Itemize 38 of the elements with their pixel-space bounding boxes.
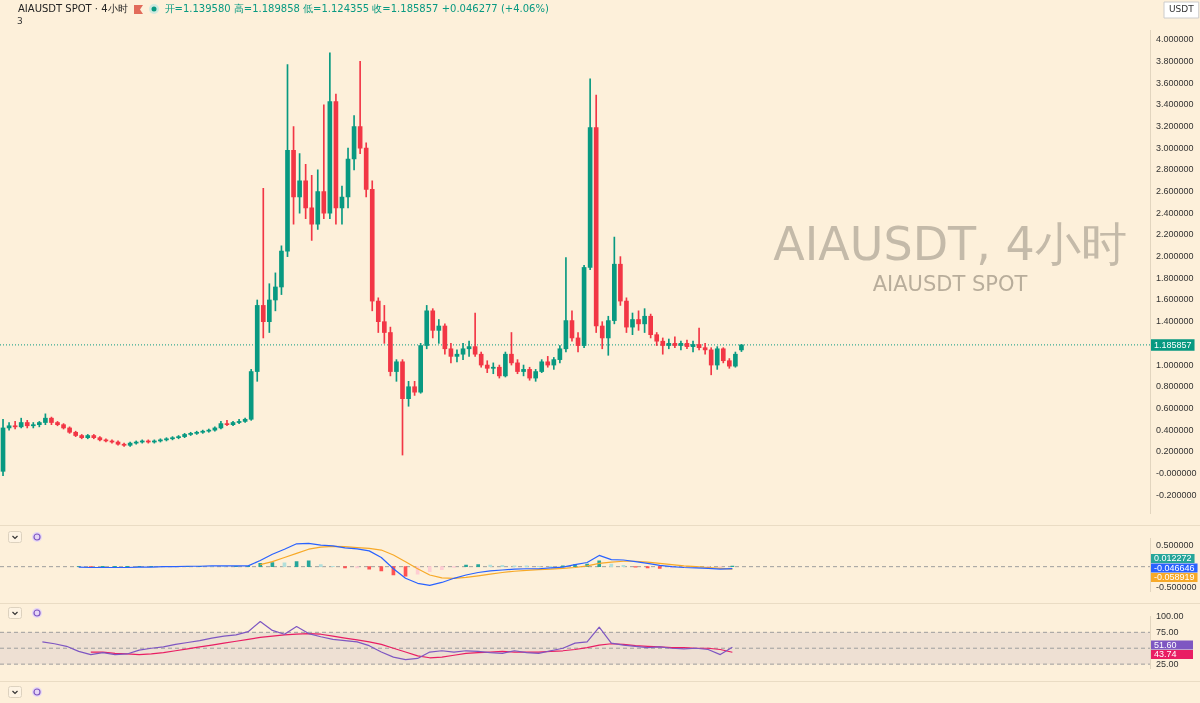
y-tick-label: 3.600000	[1156, 77, 1194, 88]
ref-line-label: 1.185857	[1154, 339, 1192, 350]
text: 43.74	[1154, 649, 1177, 660]
y-tick-label: 2.000000	[1156, 251, 1194, 262]
text: 3	[17, 16, 23, 27]
y-tick-label: 75.00	[1156, 626, 1179, 637]
y-tick-label: 0.400000	[1156, 424, 1194, 435]
y-tick-label: 1.400000	[1156, 316, 1194, 327]
y-tick-label: 2.600000	[1156, 186, 1194, 197]
chart-title: AIAUSDT SPOT · 4小时	[18, 2, 128, 16]
y-tick-label: 4.000000	[1156, 34, 1194, 45]
y-tick-label: 2.200000	[1156, 229, 1194, 240]
y-tick-label: 1.600000	[1156, 294, 1194, 305]
annotation: AIAUSDT SPOT	[872, 272, 1028, 297]
text: 51.60	[1154, 639, 1177, 650]
text: USDT	[1169, 4, 1195, 15]
y-tick-label: 0.200000	[1156, 446, 1194, 457]
y-tick-label: 3.000000	[1156, 142, 1194, 153]
y-tick-label: 0.600000	[1156, 402, 1194, 413]
y-tick-label: 100.00	[1156, 610, 1184, 621]
annotation: AIAUSDT, 4小时	[773, 216, 1127, 271]
y-tick-label: 1.000000	[1156, 359, 1194, 370]
y-tick-label: 3.200000	[1156, 120, 1194, 131]
y-tick-label: 3.400000	[1156, 99, 1194, 110]
y-tick-label: 0.800000	[1156, 381, 1194, 392]
text: -0.046646	[1154, 562, 1195, 573]
y-tick-label: 0.500000	[1156, 540, 1194, 551]
text: 0.012272	[1154, 553, 1192, 564]
y-tick-label: 1.800000	[1156, 272, 1194, 283]
y-tick-label: -0.500000	[1156, 581, 1197, 592]
chart-subtitle: 开=1.139580 高=1.189858 低=1.124355 收=1.185857 +0.046277 (+4.06%)	[164, 2, 549, 16]
y-tick-label: -0.000000	[1156, 467, 1197, 478]
y-tick-label: 2.800000	[1156, 164, 1194, 175]
text: -0.058919	[1154, 572, 1195, 583]
y-tick-label: 2.400000	[1156, 207, 1194, 218]
y-tick-label: -0.200000	[1156, 489, 1197, 500]
y-tick-label: 3.800000	[1156, 55, 1194, 66]
y-tick-label: 25.00	[1156, 658, 1179, 669]
